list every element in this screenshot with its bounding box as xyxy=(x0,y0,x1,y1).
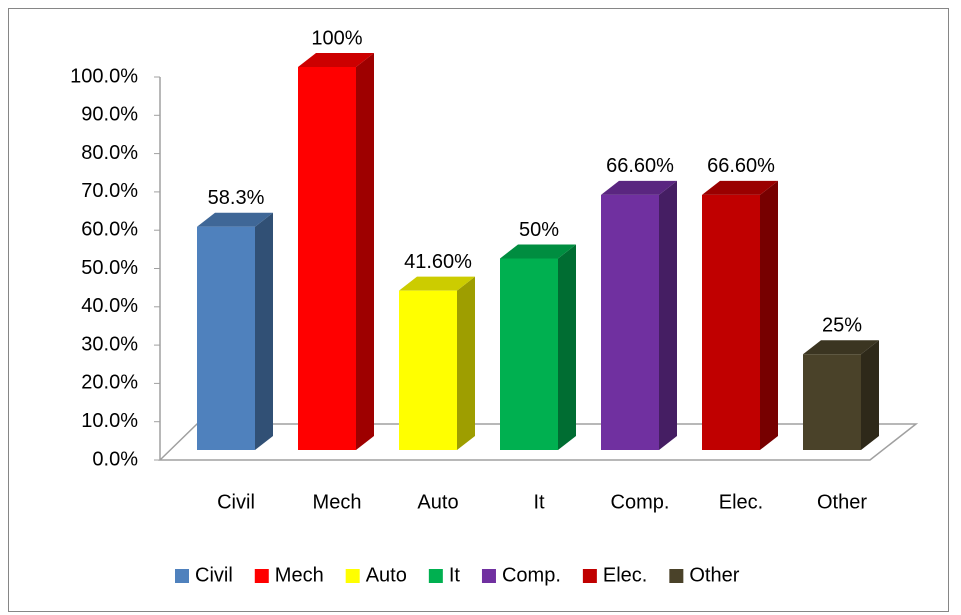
value-label: 66.60% xyxy=(606,155,674,177)
y-tick-label: 90.0% xyxy=(81,104,138,126)
y-tick-label: 50.0% xyxy=(81,257,138,279)
floor xyxy=(158,423,919,461)
y-tick-label: 0.0% xyxy=(92,448,138,470)
bar-side xyxy=(255,212,273,450)
bar xyxy=(399,290,457,450)
value-label: 66.60% xyxy=(707,155,775,177)
legend-label: Mech xyxy=(275,564,324,586)
bar-side xyxy=(659,180,677,450)
x-tick-label: Mech xyxy=(313,491,362,513)
y-tick-label: 40.0% xyxy=(81,295,138,317)
x-tick-label: Civil xyxy=(217,491,255,513)
legend-swatch xyxy=(669,569,684,583)
legend-label: Civil xyxy=(195,564,233,586)
bar xyxy=(500,258,558,450)
y-tick-label: 70.0% xyxy=(81,180,138,202)
value-label: 41.60% xyxy=(404,251,472,273)
legend-swatch xyxy=(254,569,269,583)
legend-swatch xyxy=(428,569,443,583)
bar xyxy=(197,226,255,450)
y-tick-label: 80.0% xyxy=(81,142,138,164)
legend-label: Auto xyxy=(366,564,407,586)
x-tick-label: Comp. xyxy=(611,491,670,513)
bar-top xyxy=(298,53,374,67)
y-tick-label: 10.0% xyxy=(81,410,138,432)
y-tick-label: 100.0% xyxy=(70,65,138,87)
bar-side xyxy=(356,53,374,450)
legend-swatch xyxy=(345,569,360,583)
legend-label: Elec. xyxy=(603,564,647,586)
legend-swatch xyxy=(582,569,597,583)
x-tick-label: Elec. xyxy=(719,491,763,513)
x-tick-label: It xyxy=(533,491,545,513)
value-label: 100% xyxy=(311,27,362,49)
y-tick-label: 60.0% xyxy=(81,218,138,240)
legend-label: Other xyxy=(689,564,739,586)
bar xyxy=(601,194,659,450)
bar-top xyxy=(601,180,677,195)
bar-side xyxy=(457,276,475,450)
bar-side xyxy=(861,340,879,450)
legend-swatch xyxy=(481,569,496,583)
bar-side xyxy=(760,180,778,450)
bar-top xyxy=(500,244,576,259)
bar-top xyxy=(197,212,273,227)
x-tick-label: Auto xyxy=(417,491,458,513)
chart-border xyxy=(8,8,949,612)
bar xyxy=(702,194,760,450)
legend-label: Comp. xyxy=(502,564,561,586)
bar-top xyxy=(803,340,879,355)
bar xyxy=(298,67,356,450)
bar-top xyxy=(399,276,475,291)
value-label: 25% xyxy=(822,315,862,337)
bar-side xyxy=(558,244,576,450)
y-tick-label: 20.0% xyxy=(81,372,138,394)
legend-label: It xyxy=(449,564,461,586)
bar xyxy=(803,354,861,450)
legend-swatch xyxy=(175,569,189,583)
y-tick-label: 30.0% xyxy=(81,333,138,355)
value-label: 58.3% xyxy=(208,187,265,209)
bar-top xyxy=(702,180,778,195)
x-tick-label: Other xyxy=(817,491,867,513)
value-label: 50% xyxy=(519,219,559,241)
